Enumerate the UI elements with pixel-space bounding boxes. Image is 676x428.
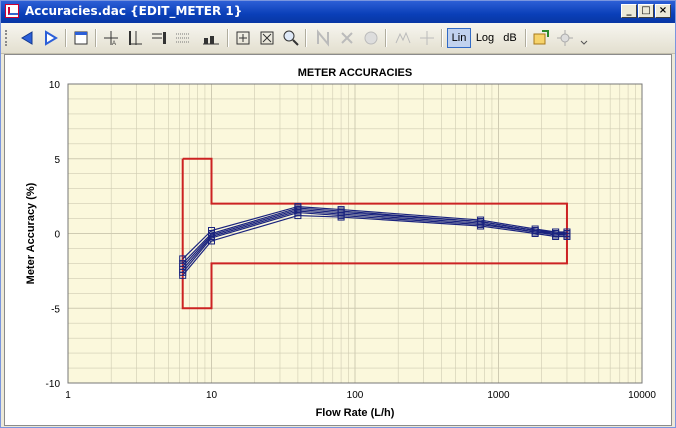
- y-tick-label: -5: [51, 304, 60, 315]
- toolbar: A Lin Log dB: [1, 23, 675, 54]
- peak-icon[interactable]: [393, 28, 413, 48]
- y-axis-label: Meter Accuracy (%): [25, 182, 37, 284]
- x-tick-label: 1000: [487, 390, 510, 401]
- y-tick-label: 5: [54, 155, 60, 166]
- toolbar-overflow-icon[interactable]: [579, 28, 589, 48]
- x-axis-label: Flow Rate (L/h): [316, 407, 395, 419]
- data-point-marker[interactable]: [208, 237, 215, 245]
- accuracy-limit-envelope: [181, 157, 568, 310]
- toolbar-separator: [305, 29, 307, 47]
- data-point-marker[interactable]: [552, 232, 560, 240]
- plot-frame: [67, 83, 643, 384]
- crosshair-icon[interactable]: [417, 28, 437, 48]
- accuracy-chart[interactable]: 1 10 100 1000 10000 10 5 0 -5 -10 METER ACCURACIES…: [5, 55, 671, 425]
- window-controls: _ □ ×: [621, 4, 671, 18]
- toolbar-grip[interactable]: [5, 30, 10, 46]
- toolbar-separator: [95, 29, 97, 47]
- legend-icon[interactable]: [149, 28, 169, 48]
- prev-icon[interactable]: [17, 28, 37, 48]
- toolbar-separator: [385, 29, 387, 47]
- data-point-marker[interactable]: [179, 271, 187, 279]
- cursor-marker-icon[interactable]: A: [101, 28, 121, 48]
- close-button[interactable]: ×: [655, 4, 671, 18]
- svg-text:A: A: [112, 41, 116, 47]
- toolbar-separator: [441, 29, 443, 47]
- data-point-marker[interactable]: [294, 212, 302, 220]
- maximize-button[interactable]: □: [638, 4, 654, 18]
- db-scale-button[interactable]: dB: [503, 32, 517, 44]
- x-tick-label: 10000: [628, 390, 656, 401]
- data-point-marker[interactable]: [179, 255, 187, 263]
- marker-delete-icon[interactable]: [337, 28, 357, 48]
- lin-scale-button[interactable]: Lin: [447, 28, 471, 48]
- x-tick-label: 1: [65, 390, 71, 401]
- toolbar-separator: [227, 29, 229, 47]
- data-point-marker[interactable]: [477, 222, 485, 230]
- data-point-marker[interactable]: [337, 213, 345, 221]
- settings-icon[interactable]: [555, 28, 575, 48]
- x-tick-label: 100: [347, 390, 364, 401]
- bar-chart-icon[interactable]: [201, 28, 221, 48]
- toolbar-separator: [65, 29, 67, 47]
- zoom-fit-icon[interactable]: [233, 28, 253, 48]
- x-tick-label: 10: [206, 390, 218, 401]
- disabled-circle-icon[interactable]: [361, 28, 381, 48]
- zoom-icon[interactable]: [281, 28, 301, 48]
- marker-n-icon[interactable]: [313, 28, 333, 48]
- y-tick-label: 10: [49, 80, 61, 91]
- data-point-marker[interactable]: [531, 230, 539, 237]
- export-icon[interactable]: [531, 28, 551, 48]
- log-scale-button[interactable]: Log: [475, 32, 495, 44]
- chart-panel: 1 10 100 1000 10000 10 5 0 -5 -10 METER ACCURACIES…: [4, 54, 672, 426]
- bar-marker-icon[interactable]: [125, 28, 145, 48]
- grid-icon[interactable]: [173, 28, 193, 48]
- frame-icon[interactable]: [71, 28, 91, 48]
- app-icon: [5, 4, 19, 18]
- window-title: Accuracies.dac {EDIT_METER 1}: [25, 4, 243, 18]
- y-tick-label: -10: [46, 379, 61, 390]
- title-bar[interactable]: Accuracies.dac {EDIT_METER 1} _ □ ×: [1, 1, 675, 23]
- data-point-marker[interactable]: [563, 232, 571, 240]
- chart-title: METER ACCURACIES: [298, 67, 413, 79]
- next-icon[interactable]: [41, 28, 61, 48]
- minimize-button[interactable]: _: [621, 4, 637, 18]
- zoom-area-icon[interactable]: [257, 28, 277, 48]
- y-tick-label: 0: [54, 230, 60, 241]
- toolbar-separator: [525, 29, 527, 47]
